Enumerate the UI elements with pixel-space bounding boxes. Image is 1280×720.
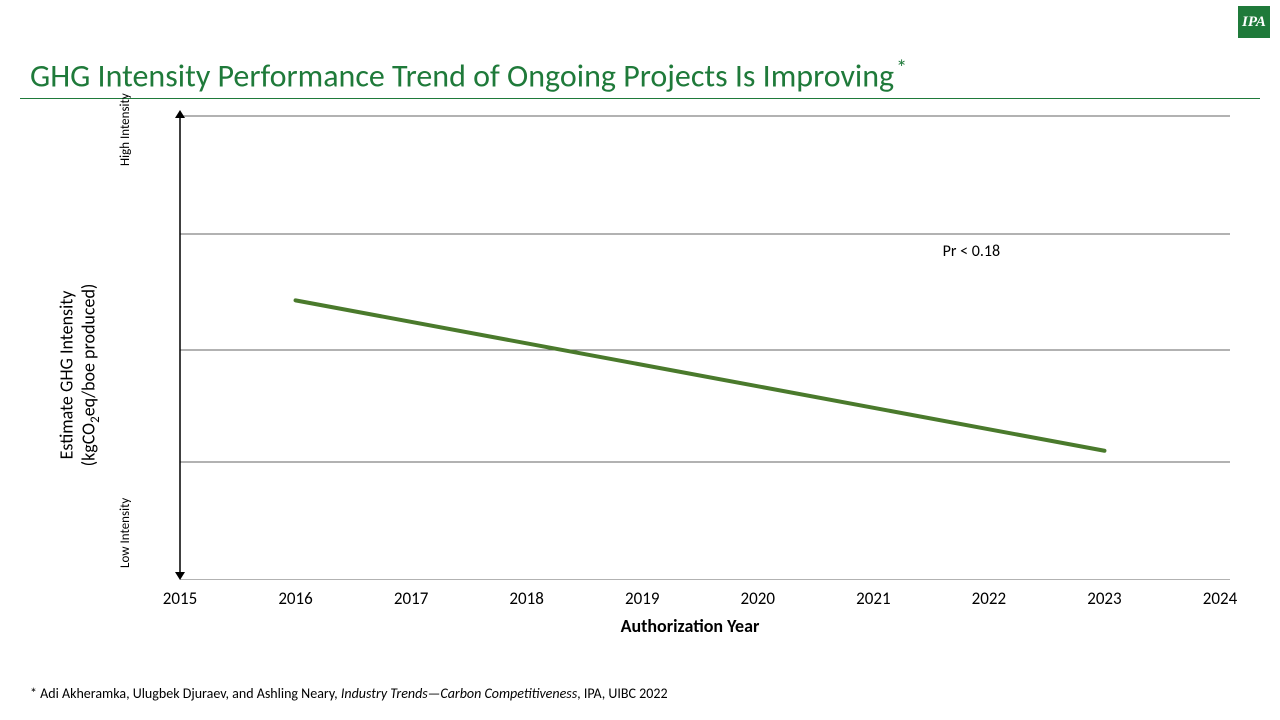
- y-axis-label: Estimate GHG Intensity (kgCO2eq/boe prod…: [57, 225, 104, 525]
- chart-container: Estimate GHG Intensity (kgCO2eq/boe prod…: [60, 110, 1240, 640]
- footnote: * Adi Akheramka, Ulugbek Djuraev, and As…: [30, 685, 668, 702]
- x-axis-label: Authorization Year: [150, 615, 1230, 637]
- slide-title: GHG Intensity Performance Trend of Ongoi…: [30, 54, 907, 96]
- chart-plot: [150, 110, 1230, 580]
- x-tick-label: 2018: [509, 588, 543, 609]
- y-axis-low-label: Low Intensity: [118, 498, 133, 568]
- y-axis-arrow-down: [175, 572, 185, 580]
- y-axis-arrow-up: [175, 110, 185, 118]
- x-tick-label: 2021: [856, 588, 890, 609]
- footnote-marker: *: [30, 685, 40, 702]
- x-tick-label: 2016: [278, 588, 312, 609]
- x-tick-label: 2015: [163, 588, 197, 609]
- x-tick-label: 2023: [1087, 588, 1121, 609]
- y-label-line1: Estimate GHG Intensity: [56, 291, 78, 460]
- footnote-italic: Industry Trends—Carbon Competitiveness: [341, 685, 577, 702]
- footnote-authors: Adi Akheramka, Ulugbek Djuraev, and Ashl…: [40, 685, 341, 702]
- trend-line: [296, 300, 1105, 450]
- y-axis-high-label: High Intensity: [118, 93, 133, 166]
- y-label-line2-prefix: (kgCO: [77, 423, 99, 466]
- y-label-line2-suffix: eq/boe produced): [77, 284, 99, 417]
- x-tick-label: 2024: [1203, 588, 1237, 609]
- x-tick-label: 2022: [972, 588, 1006, 609]
- title-underline: [20, 98, 1260, 99]
- x-tick-label: 2017: [394, 588, 428, 609]
- y-label-line2-sub: 2: [88, 416, 103, 423]
- annotation-pr: Pr < 0.18: [943, 242, 1000, 261]
- logo-badge: IPA: [1238, 6, 1270, 38]
- title-asterisk: *: [896, 54, 907, 81]
- x-tick-label: 2020: [741, 588, 775, 609]
- footnote-tail: , IPA, UIBC 2022: [577, 685, 667, 702]
- title-text: GHG Intensity Performance Trend of Ongoi…: [30, 57, 894, 96]
- x-tick-label: 2019: [625, 588, 659, 609]
